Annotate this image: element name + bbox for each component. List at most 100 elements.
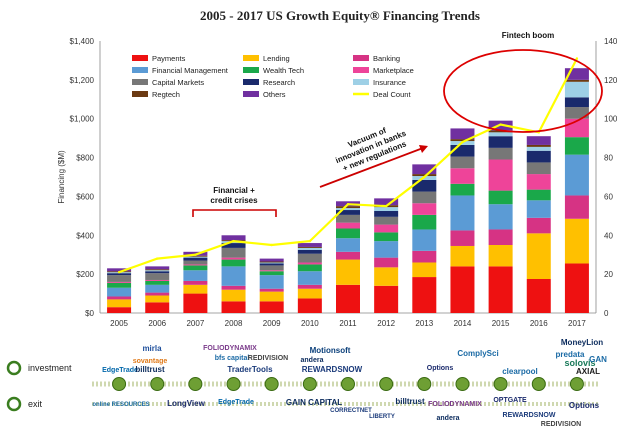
bar-segment: [259, 275, 284, 289]
bar-segment: [221, 257, 246, 260]
bar-segment: [526, 162, 551, 175]
bar-segment: [336, 238, 360, 252]
bar-segment: [450, 168, 475, 184]
deal-count-point: [575, 57, 579, 60]
bar-segment: [564, 107, 589, 119]
annotation-crisis-bracket: [192, 209, 277, 217]
investment-logo: billtrust: [135, 365, 165, 374]
bar-segment: [259, 291, 284, 302]
bar-segment: [145, 266, 170, 270]
x-tick-label: 2010: [301, 319, 319, 328]
deal-count-point: [232, 239, 235, 243]
bar-segment: [412, 203, 437, 215]
bar-segment: [450, 230, 475, 246]
legend-label: Payments: [152, 54, 186, 63]
bar-segment: [450, 139, 475, 142]
bar-segment: [374, 241, 399, 258]
bar-segment: [221, 247, 246, 258]
exit-logo: EdgeTrade: [218, 399, 254, 406]
bar-segment: [488, 204, 513, 230]
bar-segment: [564, 218, 589, 264]
legend-swatch: [132, 55, 148, 61]
y2-tick-label: 100: [604, 115, 618, 124]
annotation-arrow-head: [419, 145, 428, 153]
bar-segment: [412, 277, 437, 313]
x-tick-label: 2008: [225, 319, 243, 328]
bar-segment: [297, 271, 322, 285]
timeline-year-marker: [150, 377, 165, 391]
legend-swatch: [132, 91, 148, 97]
legend-label: Others: [263, 90, 286, 99]
legend-swatch: [353, 79, 369, 85]
bar-segment: [564, 97, 589, 108]
bar-segment: [221, 266, 246, 286]
investment-logo: andera: [301, 357, 324, 364]
investment-logo: mirla: [142, 344, 162, 353]
legend-swatch: [132, 67, 148, 73]
bar-segment: [564, 81, 589, 98]
exit-logo: Options: [569, 401, 600, 410]
bar-segment: [221, 235, 246, 241]
investment-logo: solovis: [564, 358, 595, 368]
legend-label: Lending: [263, 54, 290, 63]
bar-segment: [412, 262, 437, 278]
timeline-year-marker: [493, 377, 508, 391]
bar-segment: [221, 289, 246, 302]
bar-segment: [374, 198, 399, 206]
bar-segment: [374, 285, 399, 313]
bar-segment: [297, 243, 322, 247]
deal-count-point: [384, 204, 388, 208]
y-tick-label: $0: [85, 309, 94, 318]
bar-segment: [526, 150, 551, 163]
investment-logo: TraderTools: [227, 365, 273, 374]
bar-segment: [526, 189, 551, 201]
legend-label: Wealth Tech: [263, 66, 304, 75]
bar-segment: [259, 270, 284, 272]
y2-tick-label: 0: [604, 309, 609, 318]
y2-tick-label: 40: [604, 231, 613, 240]
chart-title: 2005 - 2017 US Growth Equity® Financing …: [200, 8, 480, 23]
bar-segment: [450, 245, 475, 267]
bar-segment: [183, 293, 208, 313]
bar-segment: [145, 279, 170, 281]
deal-count-point: [423, 175, 426, 179]
bar-segment: [412, 214, 437, 230]
investment-logo: Motionsoft: [310, 346, 351, 355]
investment-marker-icon: [6, 360, 22, 376]
deal-count-point: [270, 243, 273, 247]
legend-label: Banking: [373, 54, 400, 63]
bar-segment: [336, 284, 360, 313]
bar-segment: [145, 269, 170, 271]
deal-count-point: [308, 239, 312, 243]
exit-logo: billtrust: [395, 397, 425, 406]
legend-label: Research: [263, 78, 295, 87]
bar-segment: [183, 264, 208, 266]
bar-segment: [488, 132, 513, 137]
deal-count-point: [461, 140, 464, 144]
exit-marker-icon: [6, 396, 22, 412]
investment-logo: MoneyLion: [561, 338, 603, 347]
bar-segment: [374, 224, 399, 233]
annotation-fintech-ellipse: [443, 49, 603, 133]
legend-swatch: [243, 55, 259, 61]
investment-logo: predata: [556, 350, 585, 359]
bar-segment: [412, 229, 437, 251]
exit-logo: online RESOURCES: [92, 402, 149, 408]
bar-segment: [145, 295, 170, 303]
bar-segment: [450, 195, 475, 231]
bar-segment: [145, 292, 170, 296]
annotation-crisis-text: Financial +: [213, 186, 255, 195]
bar-segment: [297, 249, 322, 254]
bar-segment: [564, 68, 589, 80]
bar-segment: [259, 265, 284, 271]
bar-segment: [336, 228, 360, 239]
bar-segment: [412, 191, 437, 204]
bar-segment: [183, 260, 208, 265]
exit-logo: LongView: [167, 399, 205, 408]
x-tick-label: 2013: [415, 319, 433, 328]
bar-segment: [297, 262, 322, 265]
bar-segment: [526, 233, 551, 279]
bar-segment: [450, 183, 475, 196]
